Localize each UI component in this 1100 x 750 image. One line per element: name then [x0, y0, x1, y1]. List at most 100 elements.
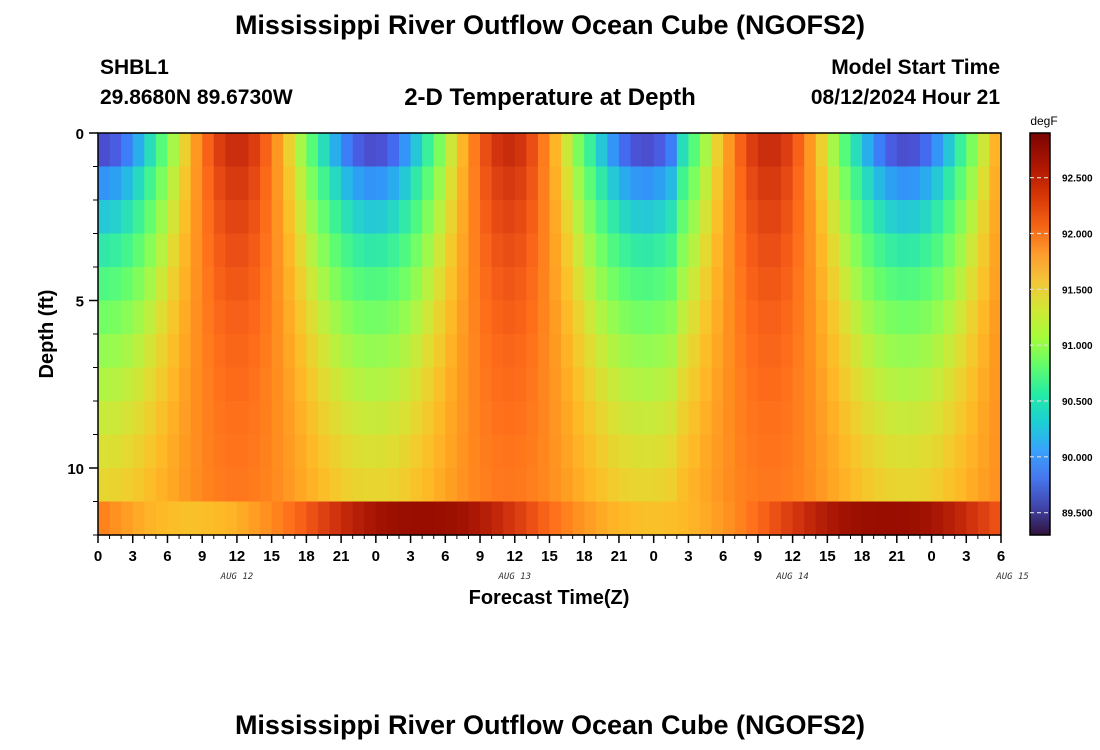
heatmap-cell [954, 468, 967, 503]
x-tick-label: 6 [719, 548, 727, 565]
heatmap-cell [480, 501, 493, 536]
heatmap-cell [642, 501, 655, 536]
heatmap-cell [341, 233, 354, 268]
heatmap-cell [896, 267, 909, 302]
x-tick-label: 21 [611, 548, 628, 565]
heatmap-cell [584, 501, 597, 536]
heatmap-cell [399, 501, 412, 536]
heatmap-cell [132, 200, 145, 235]
heatmap-cell [769, 367, 782, 402]
heatmap-cell [850, 267, 863, 302]
heatmap-cell [642, 468, 655, 503]
heatmap-cell [248, 200, 261, 235]
heatmap-cell [317, 501, 331, 536]
heatmap-cell [885, 434, 898, 469]
x-tick-label: 18 [854, 548, 871, 565]
heatmap-cell [954, 133, 967, 168]
heatmap-cell [352, 367, 365, 402]
heatmap-cell [132, 166, 145, 201]
heatmap-cell [422, 267, 435, 302]
heatmap-cell [838, 200, 852, 235]
heatmap-cell [665, 133, 678, 168]
heatmap-cell [341, 166, 354, 201]
heatmap-cell [190, 233, 203, 268]
heatmap-cell [225, 300, 238, 335]
heatmap-cell [375, 468, 389, 503]
heatmap-cell [966, 468, 979, 503]
heatmap-cell [723, 233, 736, 268]
heatmap-cell [399, 434, 412, 469]
heatmap-cell [549, 133, 562, 168]
heatmap-cell [317, 367, 331, 402]
colorbar-unit: degF [1030, 114, 1057, 128]
heatmap-cell [468, 300, 481, 335]
heatmap-cell [618, 367, 632, 402]
heatmap-cell [213, 233, 226, 268]
heatmap-cell [595, 501, 608, 536]
heatmap-cell [537, 166, 551, 201]
heatmap-cell [966, 401, 979, 436]
heatmap-cell [885, 468, 898, 503]
heatmap-cell [329, 334, 342, 369]
heatmap-cell [607, 334, 620, 369]
heatmap-cell [989, 133, 1002, 168]
heatmap-cell [375, 166, 389, 201]
heatmap-cell [132, 367, 145, 402]
heatmap-cell [190, 367, 203, 402]
heatmap-cell [456, 133, 470, 168]
heatmap-cell [665, 166, 678, 201]
heatmap-cell [537, 367, 551, 402]
heatmap-cell [329, 133, 342, 168]
heatmap-cell [352, 200, 365, 235]
heatmap-cell [584, 401, 597, 436]
heatmap-cell [873, 233, 886, 268]
heatmap-cell [399, 200, 412, 235]
heatmap-cell [121, 367, 134, 402]
heatmap-cell [688, 200, 701, 235]
heatmap-cell [213, 334, 226, 369]
x-tick-label: 9 [476, 548, 484, 565]
heatmap-cell [815, 267, 828, 302]
colorbar-tick-label: 89.500 [1062, 509, 1093, 520]
heatmap-cell [410, 233, 423, 268]
heatmap-cell [121, 133, 134, 168]
heatmap-cell [781, 401, 794, 436]
heatmap-cell [977, 267, 991, 302]
y-tick-label: 10 [67, 461, 84, 478]
heatmap-cell [676, 434, 690, 469]
heatmap-cell [630, 367, 643, 402]
heatmap-cell [734, 300, 747, 335]
heatmap-cell [202, 300, 215, 335]
heatmap-cell [873, 200, 886, 235]
heatmap-cell [734, 166, 747, 201]
heatmap-cell [700, 434, 713, 469]
heatmap-cell [977, 334, 991, 369]
heatmap-cell [375, 434, 389, 469]
heatmap-cell [225, 468, 238, 503]
heatmap-cell [885, 233, 898, 268]
heatmap-cell [781, 200, 794, 235]
heatmap-cell [688, 334, 701, 369]
heatmap-cell [468, 401, 481, 436]
heatmap-cell [144, 267, 157, 302]
heatmap-cell [132, 401, 145, 436]
heatmap-cell [838, 468, 852, 503]
heatmap-cell [341, 468, 354, 503]
heatmap-cell [653, 133, 666, 168]
heatmap-cell [236, 267, 250, 302]
heatmap-cell [167, 468, 180, 503]
heatmap-cell [503, 233, 516, 268]
heatmap-cell [943, 501, 956, 536]
heatmap-cell [271, 133, 284, 168]
heatmap-cell [167, 200, 180, 235]
heatmap-cell [908, 401, 921, 436]
heatmap-cell [399, 401, 412, 436]
heatmap-cell [132, 133, 145, 168]
heatmap-cell [179, 501, 192, 536]
heatmap-cell [225, 267, 238, 302]
heatmap-cell [155, 233, 169, 268]
heatmap-cell [561, 434, 574, 469]
heatmap-cell [121, 501, 134, 536]
heatmap-cell [225, 166, 238, 201]
heatmap-cell [746, 501, 759, 536]
